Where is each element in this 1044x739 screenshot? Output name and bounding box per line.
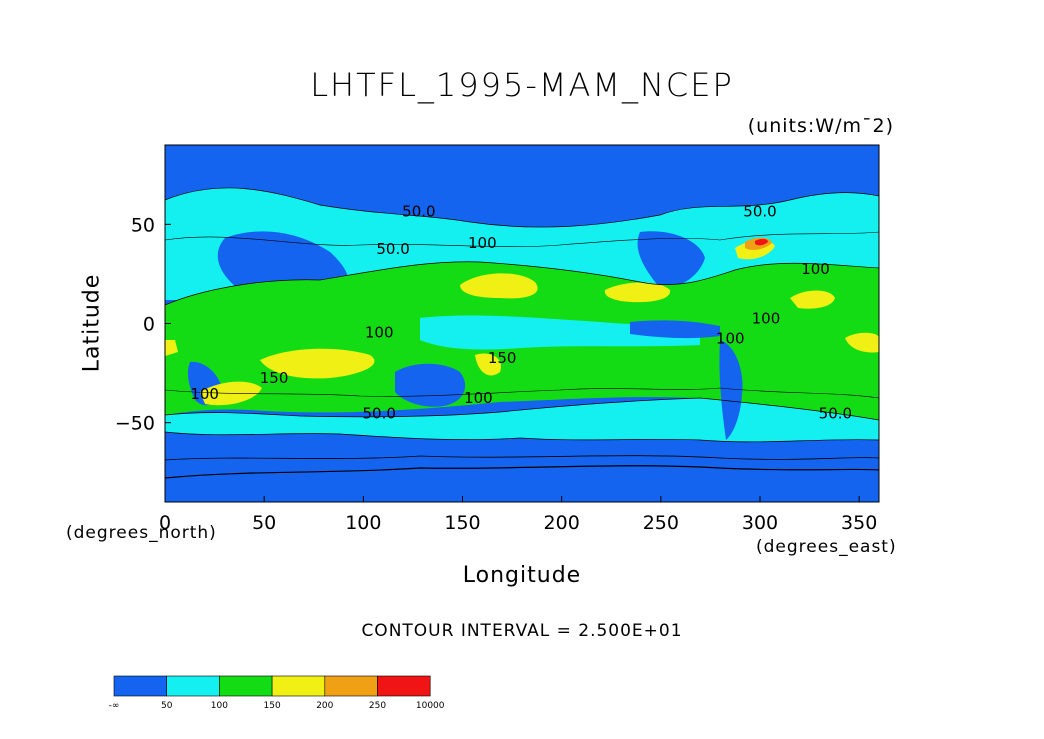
- y-tick-label: 0: [143, 314, 155, 336]
- chart-title: LHTFL_1995-MAM_NCEP: [310, 66, 734, 104]
- x-tick-label: 350: [841, 512, 877, 534]
- x-tick-label: 200: [544, 512, 580, 534]
- contour-label: 50.0: [819, 405, 852, 423]
- colorbar-label: -∞: [109, 701, 120, 711]
- field-contour-6: [165, 387, 879, 399]
- contour-label: 50.0: [743, 202, 776, 220]
- field-yellow-1: [460, 273, 538, 299]
- y-ticks: −50 0 50: [115, 214, 171, 435]
- colorbar-label: 150: [264, 701, 281, 711]
- colorbar-label: 250: [369, 701, 386, 711]
- x-tick-label: 250: [643, 512, 679, 534]
- field-contour-ant-1: [165, 465, 879, 479]
- y-tick-label: 50: [131, 214, 155, 236]
- field-yellow-2: [604, 282, 671, 303]
- contour-interval-label: CONTOUR INTERVAL = 2.500E+01: [361, 621, 683, 641]
- field-contour-4: [165, 431, 879, 443]
- field-yellow-8: [165, 340, 178, 356]
- colorbar-swatch: [166, 675, 220, 697]
- contour-label: 150: [488, 349, 517, 367]
- contour-label: 150: [260, 369, 289, 387]
- x-ticks: 0 50 100 150 200 250 300 350: [159, 496, 877, 534]
- colorbar-swatch: [324, 675, 378, 697]
- x-tick-label: 100: [345, 512, 381, 534]
- x-units-label: (degrees_east): [756, 537, 897, 557]
- colorbar-swatch: [113, 675, 168, 697]
- field-land-northamerica: [637, 231, 705, 289]
- contour-label: 50.0: [402, 202, 435, 220]
- colorbar-label: 50: [161, 701, 173, 711]
- field-band-south-cyan: [165, 398, 879, 442]
- field-eq-cyan: [420, 315, 700, 350]
- field-contour-ant-2: [165, 455, 879, 461]
- contour-labels: 50.0 50.0 100 50.0 100 100 100 100 150 150 100 100 5…: [190, 202, 852, 422]
- x-tick-label: 0: [159, 512, 171, 534]
- map-field: [165, 145, 879, 502]
- x-tick-label: 300: [742, 512, 778, 534]
- contour-label: 100: [190, 385, 219, 403]
- units-label: (units:W/m¯2): [747, 115, 894, 137]
- x-axis-label: Longitude: [462, 563, 582, 588]
- contour-label: 100: [468, 234, 497, 252]
- colorbar-swatch: [271, 675, 326, 697]
- colorbar: -∞ 50 100 150 200 250 10000: [109, 675, 445, 711]
- field-eq-blue: [630, 320, 720, 339]
- contour-label: 100: [752, 310, 781, 328]
- colorbar-swatch: [377, 675, 431, 697]
- colorbar-label: 200: [316, 701, 333, 711]
- colorbar-label: 10000: [416, 701, 445, 711]
- field-contour-5: [165, 231, 879, 247]
- field-yellow-5: [475, 353, 501, 376]
- contour-label: 50.0: [376, 240, 409, 258]
- contour-label: 100: [365, 323, 394, 341]
- contour-label: 100: [464, 389, 493, 407]
- y-units-label: (degrees_north): [66, 523, 217, 543]
- contour-label: 100: [716, 329, 745, 347]
- field-yellow-7: [845, 332, 879, 353]
- field-land-southamerica: [719, 340, 743, 440]
- field-red-1: [755, 238, 768, 246]
- y-tick-label: −50: [115, 413, 155, 435]
- contour-label: 50.0: [362, 405, 395, 423]
- x-tick-label: 50: [252, 512, 276, 534]
- colorbar-label: 100: [211, 701, 228, 711]
- contour-label: 100: [801, 260, 830, 278]
- field-yellow-3: [790, 290, 835, 309]
- field-yellow-4: [260, 348, 375, 379]
- field-contour-3: [165, 397, 879, 421]
- field-contour-1: [165, 187, 879, 228]
- y-axis-label: Latitude: [79, 273, 105, 373]
- colorbar-swatch: [219, 675, 273, 697]
- x-tick-label: 150: [444, 512, 480, 534]
- field-contour-2: [165, 261, 879, 306]
